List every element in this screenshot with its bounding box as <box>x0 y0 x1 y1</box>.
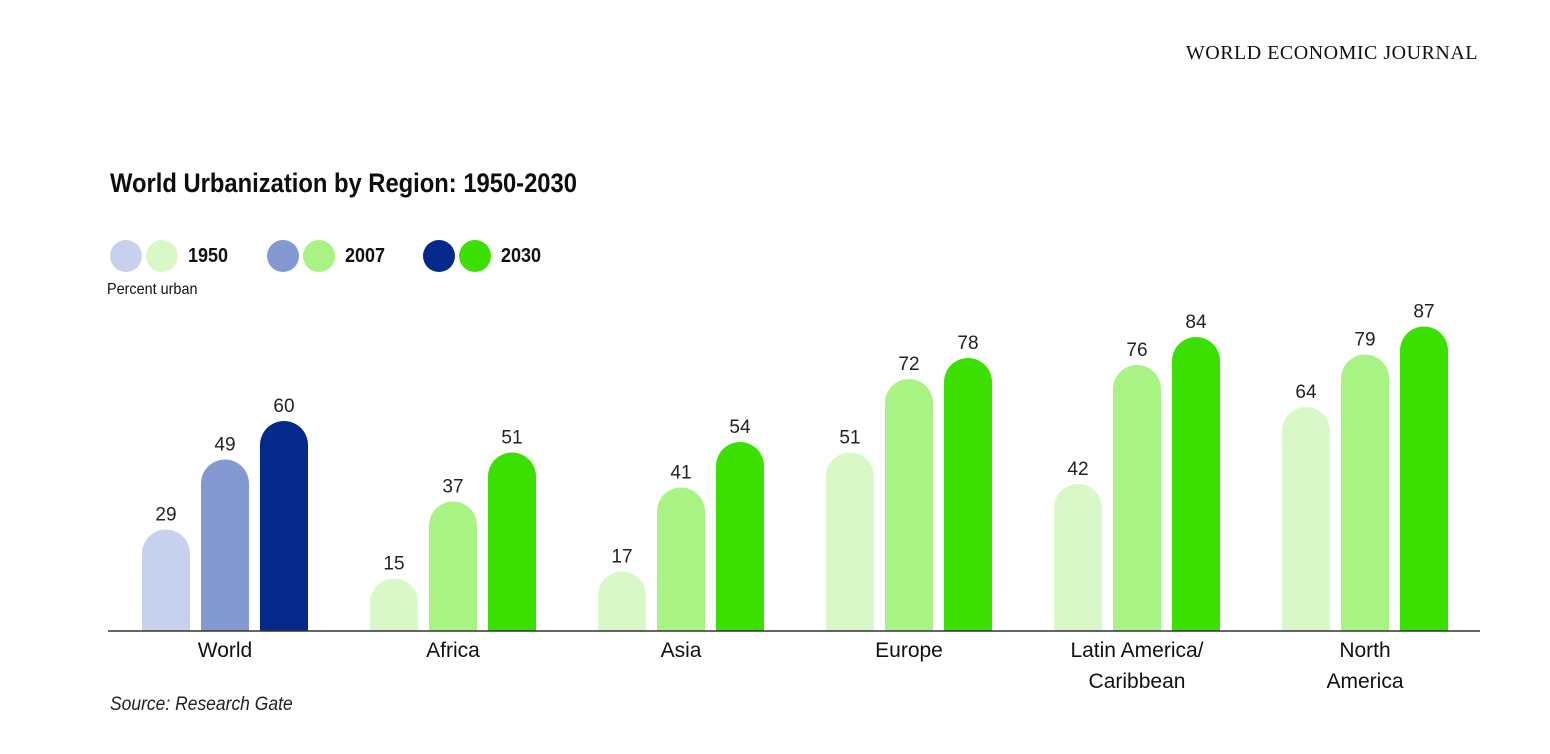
legend: 1950 2007 2030 <box>110 240 580 272</box>
data-label-1950-4: 42 <box>1067 459 1088 480</box>
bar-2007-4 <box>1113 365 1161 631</box>
data-label-1950-2: 17 <box>611 547 632 568</box>
data-label-2007-5: 79 <box>1354 330 1375 351</box>
legend-label-2007: 2007 <box>344 244 385 267</box>
bar-2007-3 <box>885 379 933 631</box>
data-label-2007-0: 49 <box>214 435 235 456</box>
legend-item-2030: 2030 <box>423 240 546 272</box>
category-label-3: Europe <box>875 639 943 662</box>
masthead: WORLD ECONOMIC JOURNAL <box>1185 42 1478 64</box>
bar-2007-1 <box>429 501 477 631</box>
legend-item-2007: 2007 <box>266 240 390 272</box>
legend-label-1950: 1950 <box>188 244 229 267</box>
category-label-2: Asia <box>661 639 702 662</box>
legend-item-1950: 1950 <box>110 240 233 272</box>
bar-1950-3 <box>826 452 874 631</box>
data-label-1950-5: 64 <box>1295 382 1317 403</box>
legend-swatch-region-2007 <box>302 240 335 272</box>
legend-swatch-world-2007 <box>266 240 299 272</box>
bar-2007-5 <box>1341 354 1389 631</box>
legend-swatch-region-2030 <box>459 240 491 272</box>
bar-2030-2 <box>716 442 764 631</box>
category-label-0: World <box>198 639 252 662</box>
bar-1950-1 <box>370 578 418 631</box>
bar-2030-5 <box>1400 326 1448 631</box>
bar-2030-1 <box>488 452 536 631</box>
data-label-2007-4: 76 <box>1126 340 1147 361</box>
data-label-1950-0: 29 <box>155 505 176 526</box>
legend-label-2030: 2030 <box>501 244 542 267</box>
bar-2030-3 <box>944 358 992 631</box>
legend-swatch-world-2030 <box>423 240 455 272</box>
data-label-2030-4: 84 <box>1185 312 1207 333</box>
data-label-2030-0: 60 <box>273 396 294 417</box>
bar-1950-4 <box>1054 484 1102 631</box>
category-label-5: North America <box>1326 639 1403 693</box>
source-note: Source: Research Gate <box>110 694 293 715</box>
data-label-2030-1: 51 <box>501 428 522 449</box>
bar-2030-4 <box>1172 337 1220 631</box>
data-label-2030-2: 54 <box>729 417 751 438</box>
legend-swatch-region-1950 <box>146 240 178 272</box>
data-label-2007-2: 41 <box>670 463 691 484</box>
bar-1950-5 <box>1282 407 1330 631</box>
bar-2030-0 <box>260 421 308 631</box>
data-label-2030-3: 78 <box>957 333 978 354</box>
data-label-2030-5: 87 <box>1413 302 1434 323</box>
bar-2007-2 <box>657 487 705 631</box>
y-axis-label: Percent urban <box>107 281 198 298</box>
category-label-4: Latin America/Caribbean <box>1070 639 1203 693</box>
bar-2007-0 <box>201 459 249 631</box>
data-label-2007-3: 72 <box>898 354 919 375</box>
category-label-1: Africa <box>426 639 480 662</box>
data-label-1950-3: 51 <box>839 428 860 449</box>
bar-1950-2 <box>598 571 646 631</box>
legend-swatch-world-1950 <box>110 240 142 272</box>
data-label-2007-1: 37 <box>442 477 463 498</box>
chart-title: World Urbanization by Region: 1950-2030 <box>110 168 577 198</box>
bar-1950-0 <box>142 529 190 631</box>
data-label-1950-1: 15 <box>383 554 404 575</box>
